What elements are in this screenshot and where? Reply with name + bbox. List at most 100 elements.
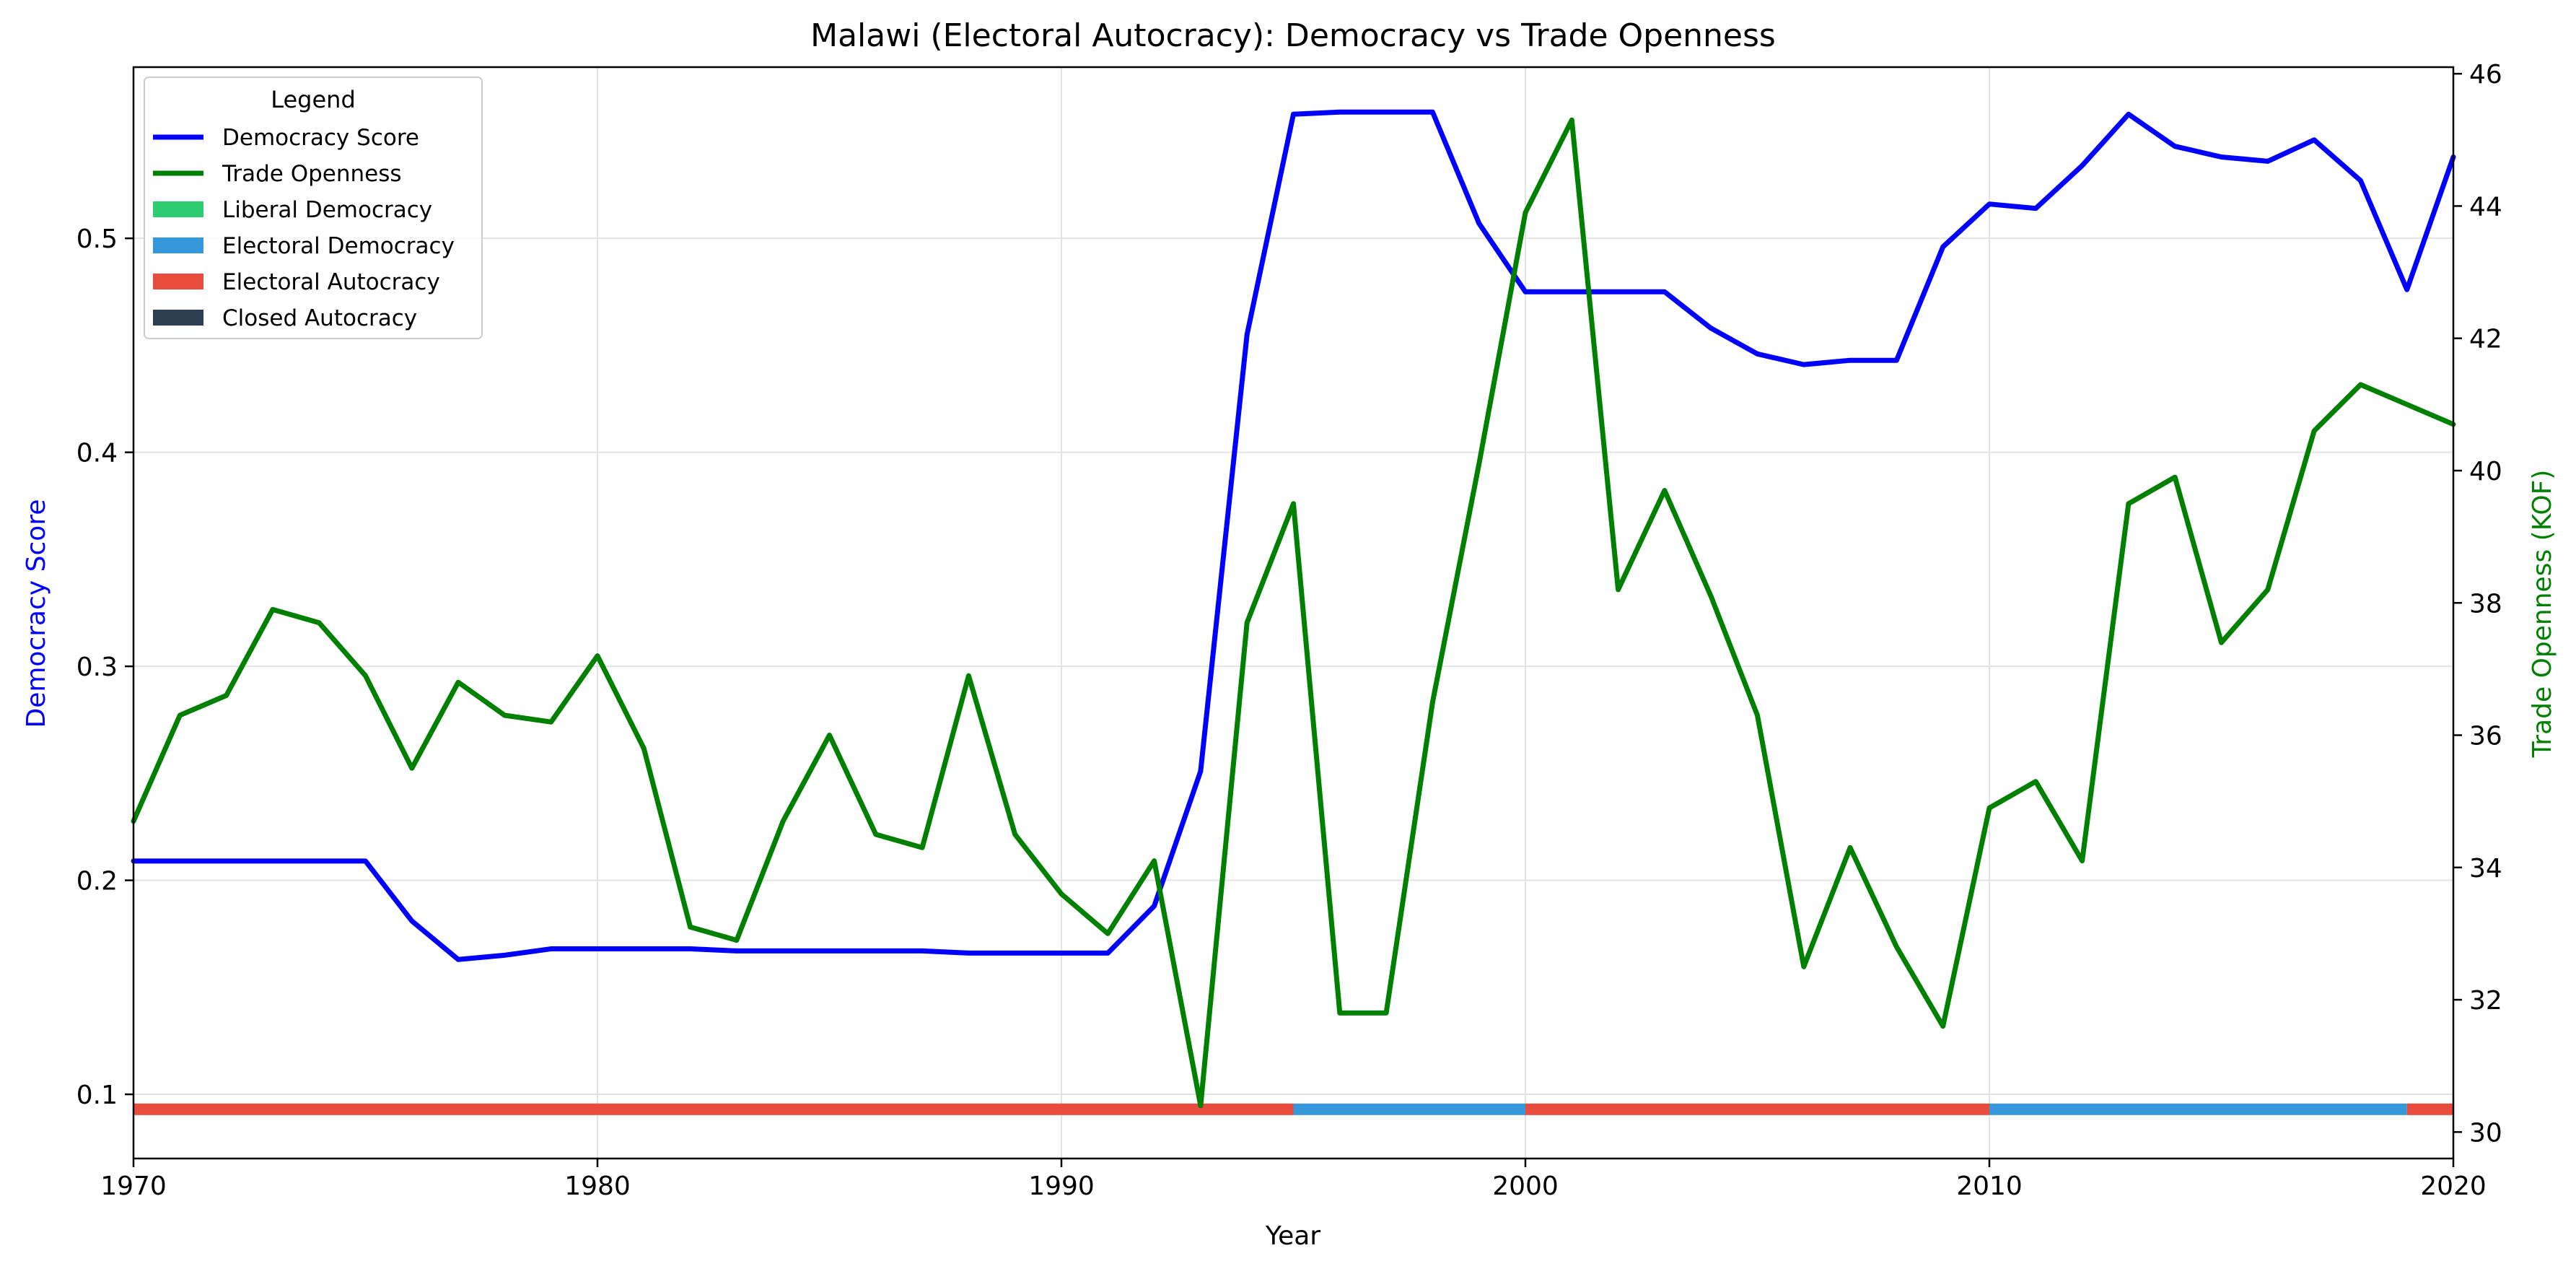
regime-segment [1525,1103,1989,1115]
series-point [457,959,460,961]
regime-segment [1293,1103,1525,1115]
series-point [1478,463,1480,465]
series-point [1061,952,1063,954]
series-point [225,860,227,862]
series-point [550,721,552,723]
left-y-tick-label: 0.4 [76,439,118,468]
series-point [271,608,273,611]
series-point [1525,291,1527,293]
series-line [131,117,2456,1109]
series-point [1571,119,1573,121]
series-point [1292,113,1294,115]
series-point [2313,430,2316,432]
series-point [179,715,181,717]
right-y-tick-label: 34 [2469,854,2502,883]
series-point [875,950,877,952]
series-point [1385,111,1388,113]
series-point [318,860,320,862]
left-y-axis: 0.1 0.2 0.3 0.4 0.5 [76,224,133,1110]
legend-patch-swatch [153,274,203,289]
series-point [968,952,970,954]
legend-entry-label: Liberal Democracy [222,197,432,223]
legend-title: Legend [271,86,356,113]
left-y-axis-label: Democracy Score [22,499,51,728]
right-y-tick-label: 38 [2469,589,2502,619]
series-point [1896,359,1898,362]
series-point [1617,291,1619,293]
left-y-tick-label: 0.2 [76,867,118,896]
series-point [1663,489,1665,492]
series-point [504,715,506,717]
right-y-tick-label: 42 [2469,325,2502,354]
series-point [1199,770,1201,772]
x-axis: 1970 1980 1990 2000 2010 2020 [100,1159,2487,1201]
legend-entry-label: Democracy Score [222,125,419,151]
legend-entry-label: Closed Autocracy [222,305,417,331]
series-point [921,950,924,952]
series-point [1989,203,1991,205]
right-y-axis-label: Trade Openness (KOF) [2528,470,2557,759]
series-point [364,675,367,677]
series-point [318,621,320,624]
series-point [1107,952,1109,954]
x-tick-label: 1990 [1028,1172,1095,1201]
series-point [225,694,227,697]
series-point [457,681,460,684]
series-point [689,948,691,950]
legend-entry-label: Electoral Autocracy [222,269,440,295]
x-tick-label: 2000 [1492,1172,1559,1201]
series-point [2406,289,2408,291]
series-point [1153,860,1155,862]
series-line [131,109,2456,962]
series-point [1153,905,1155,907]
series-point [1199,1104,1201,1107]
series-point [2035,207,2037,209]
regime-segment [1989,1103,2407,1115]
series-point [689,926,691,928]
series-point [2266,588,2269,590]
series-point [2035,780,2037,782]
legend: Legend Democracy Score Trade Openness Libe… [144,77,483,339]
series-point [1849,359,1852,362]
series-point [2220,156,2222,158]
left-y-tick-label: 0.3 [76,653,118,682]
series-point [1663,291,1665,293]
series-point [1525,211,1527,214]
series-point [1339,111,1341,113]
regime-segment [2406,1103,2453,1115]
series-point [1849,847,1852,849]
series-point [2081,165,2083,167]
chart-title: Malawi (Electoral Autocracy): Democracy … [810,17,1776,54]
legend-patch-swatch [153,201,203,217]
series-point [1571,291,1573,293]
x-tick-label: 1970 [100,1172,167,1201]
x-tick-label: 2020 [2420,1172,2487,1201]
series-point [1710,327,1712,329]
series-point [735,939,737,941]
series-point [550,948,552,950]
plot-frame [132,66,2455,1160]
series-point [504,954,506,956]
series-point [643,747,645,749]
right-y-tick-label: 40 [2469,457,2502,487]
series-point [875,833,877,835]
series-point [2174,476,2176,479]
series-point [1107,933,1109,935]
series-point [921,847,924,849]
series-point [2127,502,2129,505]
series-point [1989,807,1991,809]
right-y-tick-label: 32 [2469,986,2502,1016]
series-point [2220,642,2222,644]
series-point [1756,353,1758,355]
legend-patch-swatch [153,310,203,326]
regime-bar [133,1103,2453,1115]
series-point [828,734,831,736]
x-tick-label: 1980 [564,1172,631,1201]
legend-entry-label: Trade Openness [222,161,402,187]
series-point [597,655,599,657]
x-axis-label: Year [1265,1221,1320,1251]
right-y-tick-label: 46 [2469,60,2502,90]
series-point [1432,111,1434,113]
series-point [1710,595,1712,598]
series-point [782,820,784,822]
